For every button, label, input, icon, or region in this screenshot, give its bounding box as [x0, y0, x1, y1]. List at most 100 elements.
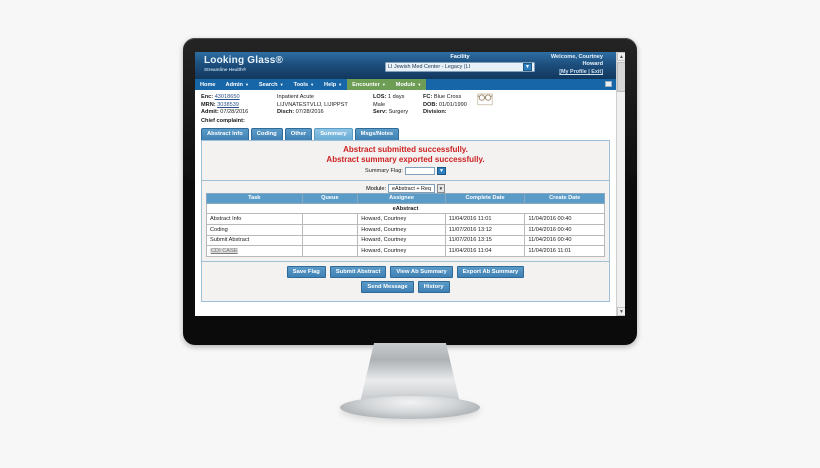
chief-complaint-label: Chief complaint:: [201, 117, 245, 124]
tab-other[interactable]: Other: [284, 128, 313, 140]
financial-class-field: FC: Blue Cross: [423, 94, 487, 102]
mrn-value-link[interactable]: 3038539: [217, 101, 239, 108]
table-row[interactable]: Abstract Info Howard, Courtney 11/04/201…: [206, 213, 605, 226]
nav-item-admin[interactable]: Admin ▼: [221, 79, 254, 90]
app-header: Looking Glass® Streamline Health® Facili…: [195, 52, 616, 79]
nav-item-help[interactable]: Help ▼: [319, 79, 347, 90]
module-filter-select[interactable]: eAbstract + Req: [388, 184, 435, 193]
cell-assignee: Howard, Courtney: [357, 245, 446, 257]
page-scrollbar[interactable]: ▲ ▼: [616, 52, 625, 316]
chevron-down-icon: ▼: [338, 81, 343, 87]
chevron-down-icon: ▼: [381, 81, 386, 87]
tab-summary[interactable]: Summary: [314, 128, 353, 140]
cell-complete-date: 11/07/2016 13:12: [444, 224, 526, 236]
cell-queue: [301, 234, 359, 247]
main-navigation: Home Admin ▼ Search ▼ Tools ▼ Help ▼: [195, 79, 616, 90]
dob-label: DOB:: [423, 101, 438, 108]
page-body: Looking Glass® Streamline Health® Facili…: [195, 52, 625, 302]
nav-label: Tools: [293, 81, 309, 88]
cell-assignee: Howard, Courtney: [357, 234, 446, 247]
dob-value: 01/01/1990: [438, 101, 467, 108]
cell-task: Coding: [206, 224, 303, 236]
nav-label: Admin: [225, 81, 243, 88]
cdi-case-link[interactable]: CDI CASE: [210, 248, 239, 255]
nav-label: Module: [395, 81, 416, 88]
chevron-down-icon[interactable]: ▼: [523, 63, 532, 71]
eyeglasses-icon[interactable]: [476, 91, 494, 106]
nav-spacer: [426, 79, 605, 90]
chevron-down-icon: ▼: [417, 81, 422, 87]
column-header-assignee[interactable]: Assignee: [357, 192, 446, 204]
app-logo[interactable]: Looking Glass® Streamline Health®: [204, 55, 283, 73]
cell-complete-date: 11/04/2016 11:04: [444, 245, 526, 257]
nav-item-module[interactable]: Module ▼: [390, 79, 427, 90]
summary-flag-label: Summary Flag:: [365, 168, 403, 175]
welcome-text-line2: Howard: [582, 61, 603, 67]
scrollbar-down-arrow-icon[interactable]: ▼: [617, 307, 625, 316]
cell-queue: [301, 245, 359, 257]
cell-create-date: 11/04/2016 00:40: [524, 234, 605, 247]
financial-class-value: Blue Cross: [433, 94, 462, 100]
nav-label: Help: [324, 81, 337, 88]
action-button-row-1: Save Flag Submit Abstract View Ab Summar…: [202, 265, 609, 278]
cell-assignee: Howard, Courtney: [357, 224, 446, 236]
save-flag-button[interactable]: Save Flag: [286, 265, 326, 278]
module-filter-label: Module:: [366, 185, 387, 192]
cell-task: Abstract Info: [206, 213, 303, 226]
summary-flag-input[interactable]: [404, 166, 435, 176]
nav-label: Home: [200, 81, 216, 88]
mrn-label: MRN:: [201, 101, 216, 108]
column-header-complete-date[interactable]: Complete Date: [444, 192, 526, 204]
view-ab-summary-button[interactable]: View Ab Summary: [390, 265, 453, 278]
nav-item-tools[interactable]: Tools ▼: [289, 79, 319, 90]
financial-class-label: FC:: [423, 94, 433, 100]
cell-create-date: 11/04/2016 00:40: [524, 224, 605, 236]
nav-item-encounter[interactable]: Encounter ▼: [347, 79, 391, 90]
history-button[interactable]: History: [417, 280, 450, 293]
admit-value: 07/28/2016: [220, 109, 249, 116]
column-header-create-date[interactable]: Create Date: [524, 192, 605, 204]
tab-coding[interactable]: Coding: [250, 128, 283, 140]
chevron-down-icon: ▼: [244, 81, 249, 87]
encounter-field: Enc: 43018650: [201, 94, 267, 102]
tab-bar: Abstract Info Coding Other Summary Msgs/…: [195, 127, 616, 140]
mrn-field: MRN: 3038539: [201, 102, 267, 110]
calendar-icon[interactable]: [605, 81, 612, 87]
division-label: Division:: [423, 109, 447, 116]
facility-selector-group: Facility LI Jewish Med Center - Legacy (…: [385, 54, 535, 72]
submit-abstract-button[interactable]: Submit Abstract: [329, 265, 387, 278]
nav-label: Search: [258, 81, 278, 88]
gender-value: Male: [373, 101, 386, 108]
tab-abstract-info[interactable]: Abstract Info: [201, 128, 249, 140]
service-field: Serv: Surgery: [373, 109, 413, 117]
chevron-down-icon[interactable]: ▾: [436, 184, 445, 193]
patient-class: Inpatient Acute: [277, 94, 315, 100]
table-row[interactable]: CDI CASE Howard, Courtney 11/04/2016 11:…: [206, 245, 605, 257]
service-value: Surgery: [388, 109, 409, 116]
tab-msgs-notes[interactable]: Msgs/Notes: [354, 128, 400, 140]
send-message-button[interactable]: Send Message: [361, 280, 414, 293]
scrollbar-thumb[interactable]: [617, 62, 625, 92]
encounter-value-link[interactable]: 43018650: [214, 94, 240, 100]
los-label: LOS:: [373, 94, 387, 100]
task-table: Task Queue Assignee Complete Date Create…: [206, 192, 605, 257]
scrollbar-up-arrow-icon[interactable]: ▲: [617, 52, 625, 61]
status-message-panel: Abstract submitted successfully. Abstrac…: [201, 139, 610, 182]
profile-exit-links[interactable]: [My Profile | Exit]: [559, 69, 603, 75]
patient-demographics: Enc: 43018650 MRN: 3038539 Admit: 07/28/…: [195, 90, 616, 128]
cell-create-date: 11/04/2016 00:40: [524, 213, 605, 226]
nav-item-search[interactable]: Search ▼: [254, 79, 289, 90]
action-button-row-2: Send Message History: [202, 280, 609, 293]
export-ab-summary-button[interactable]: Export Ab Summary: [456, 265, 525, 278]
chevron-down-icon[interactable]: ▼: [436, 166, 446, 176]
column-header-queue[interactable]: Queue: [301, 192, 359, 204]
facility-select[interactable]: LI Jewish Med Center - Legacy (LI ▼: [385, 62, 535, 72]
table-row[interactable]: Submit Abstract Howard, Courtney 11/07/2…: [206, 234, 605, 247]
column-header-task[interactable]: Task: [206, 192, 303, 204]
chevron-down-icon: ▼: [310, 81, 315, 87]
demographics-column-4: FC: Blue Cross DOB: 01/01/1990 Division:: [423, 94, 497, 117]
discharge-value: 07/28/2016: [295, 109, 324, 116]
nav-item-home[interactable]: Home: [195, 79, 221, 90]
patient-name: LIJVNATESTVLIJ, LIJIPPST: [277, 101, 348, 108]
table-row[interactable]: Coding Howard, Courtney 11/07/2016 13:12…: [206, 224, 605, 236]
